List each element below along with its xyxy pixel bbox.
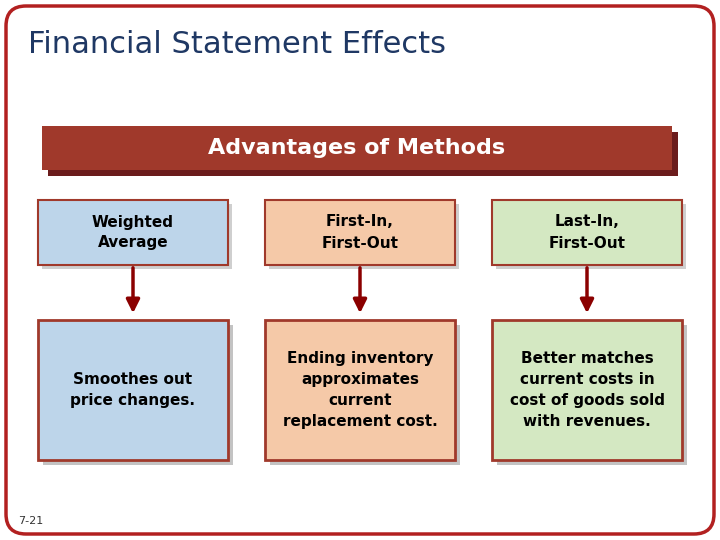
FancyBboxPatch shape — [270, 325, 460, 465]
FancyBboxPatch shape — [497, 325, 687, 465]
FancyBboxPatch shape — [43, 325, 233, 465]
Text: 7-21: 7-21 — [18, 516, 43, 526]
Text: First-In,
First-Out: First-In, First-Out — [322, 214, 398, 251]
FancyBboxPatch shape — [265, 320, 455, 460]
FancyBboxPatch shape — [38, 200, 228, 265]
FancyBboxPatch shape — [496, 204, 686, 269]
Text: Smoothes out
price changes.: Smoothes out price changes. — [71, 372, 196, 408]
FancyBboxPatch shape — [269, 204, 459, 269]
FancyBboxPatch shape — [492, 200, 682, 265]
FancyBboxPatch shape — [48, 132, 678, 176]
Text: Financial Statement Effects: Financial Statement Effects — [28, 30, 446, 59]
FancyBboxPatch shape — [492, 320, 682, 460]
Text: Weighted
Average: Weighted Average — [92, 214, 174, 251]
Text: Advantages of Methods: Advantages of Methods — [208, 138, 505, 158]
FancyBboxPatch shape — [38, 320, 228, 460]
Text: Better matches
current costs in
cost of goods sold
with revenues.: Better matches current costs in cost of … — [510, 351, 665, 429]
Text: Ending inventory
approximates
current
replacement cost.: Ending inventory approximates current re… — [283, 351, 437, 429]
FancyBboxPatch shape — [265, 200, 455, 265]
FancyBboxPatch shape — [42, 126, 672, 170]
FancyBboxPatch shape — [6, 6, 714, 534]
Text: Last-In,
First-Out: Last-In, First-Out — [549, 214, 626, 251]
FancyBboxPatch shape — [42, 204, 232, 269]
